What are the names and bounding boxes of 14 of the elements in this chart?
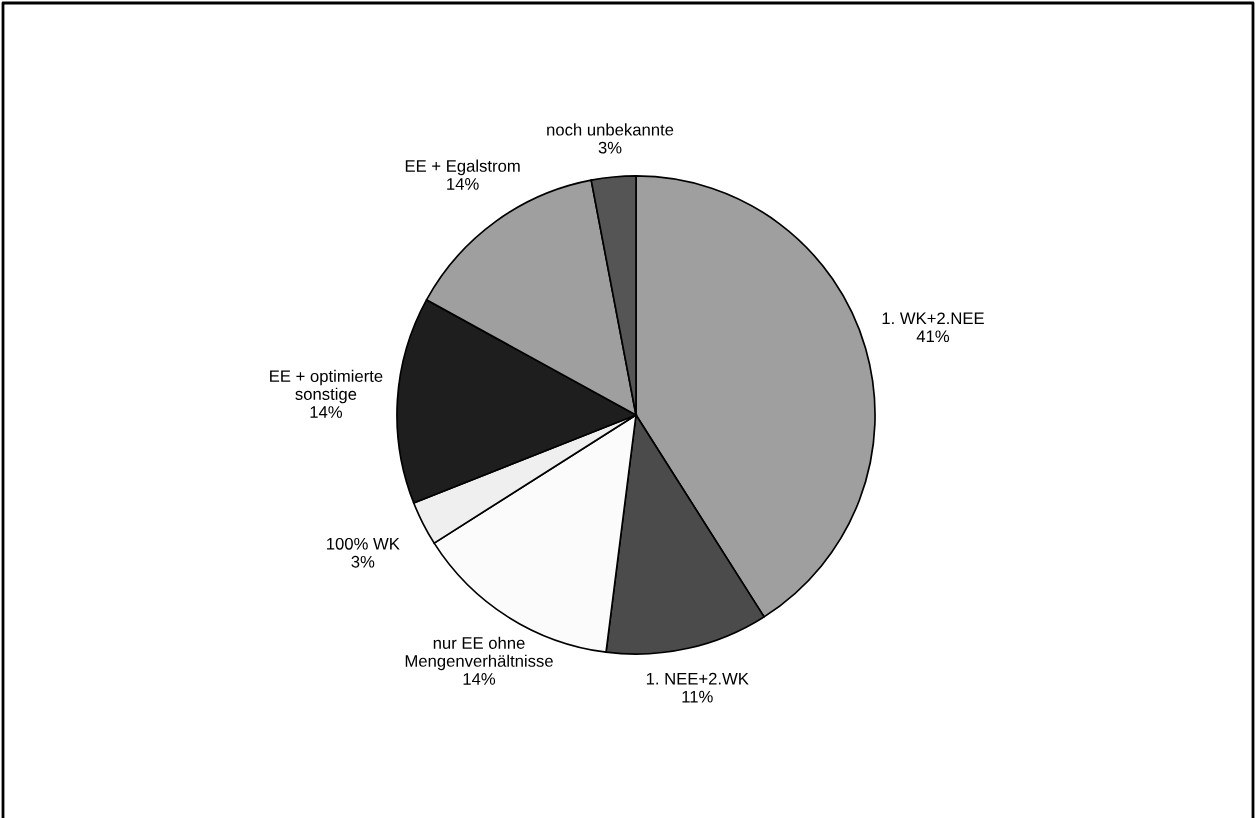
slice-label: nur EE ohne Mengenverhältnisse [405, 636, 553, 671]
data-label: 14% [447, 178, 479, 190]
slice-label: 1. WK+2.NEE [882, 312, 984, 325]
data-label: 3% [598, 141, 622, 154]
slice-label: 1. NEE+2.WK [646, 672, 749, 685]
data-label: 14% [310, 406, 343, 418]
data-label: 14% [463, 673, 496, 685]
data-label: 3% [351, 555, 375, 568]
slice-label: noch unbekannte [547, 123, 674, 136]
data-label: 11% [682, 690, 713, 703]
data-label: 41% [916, 330, 950, 343]
slice-label: EE + Egalstrom [405, 159, 520, 176]
slice-label: 100% WK [327, 537, 400, 550]
slice-label: EE + optimierte sonstige [270, 369, 383, 404]
